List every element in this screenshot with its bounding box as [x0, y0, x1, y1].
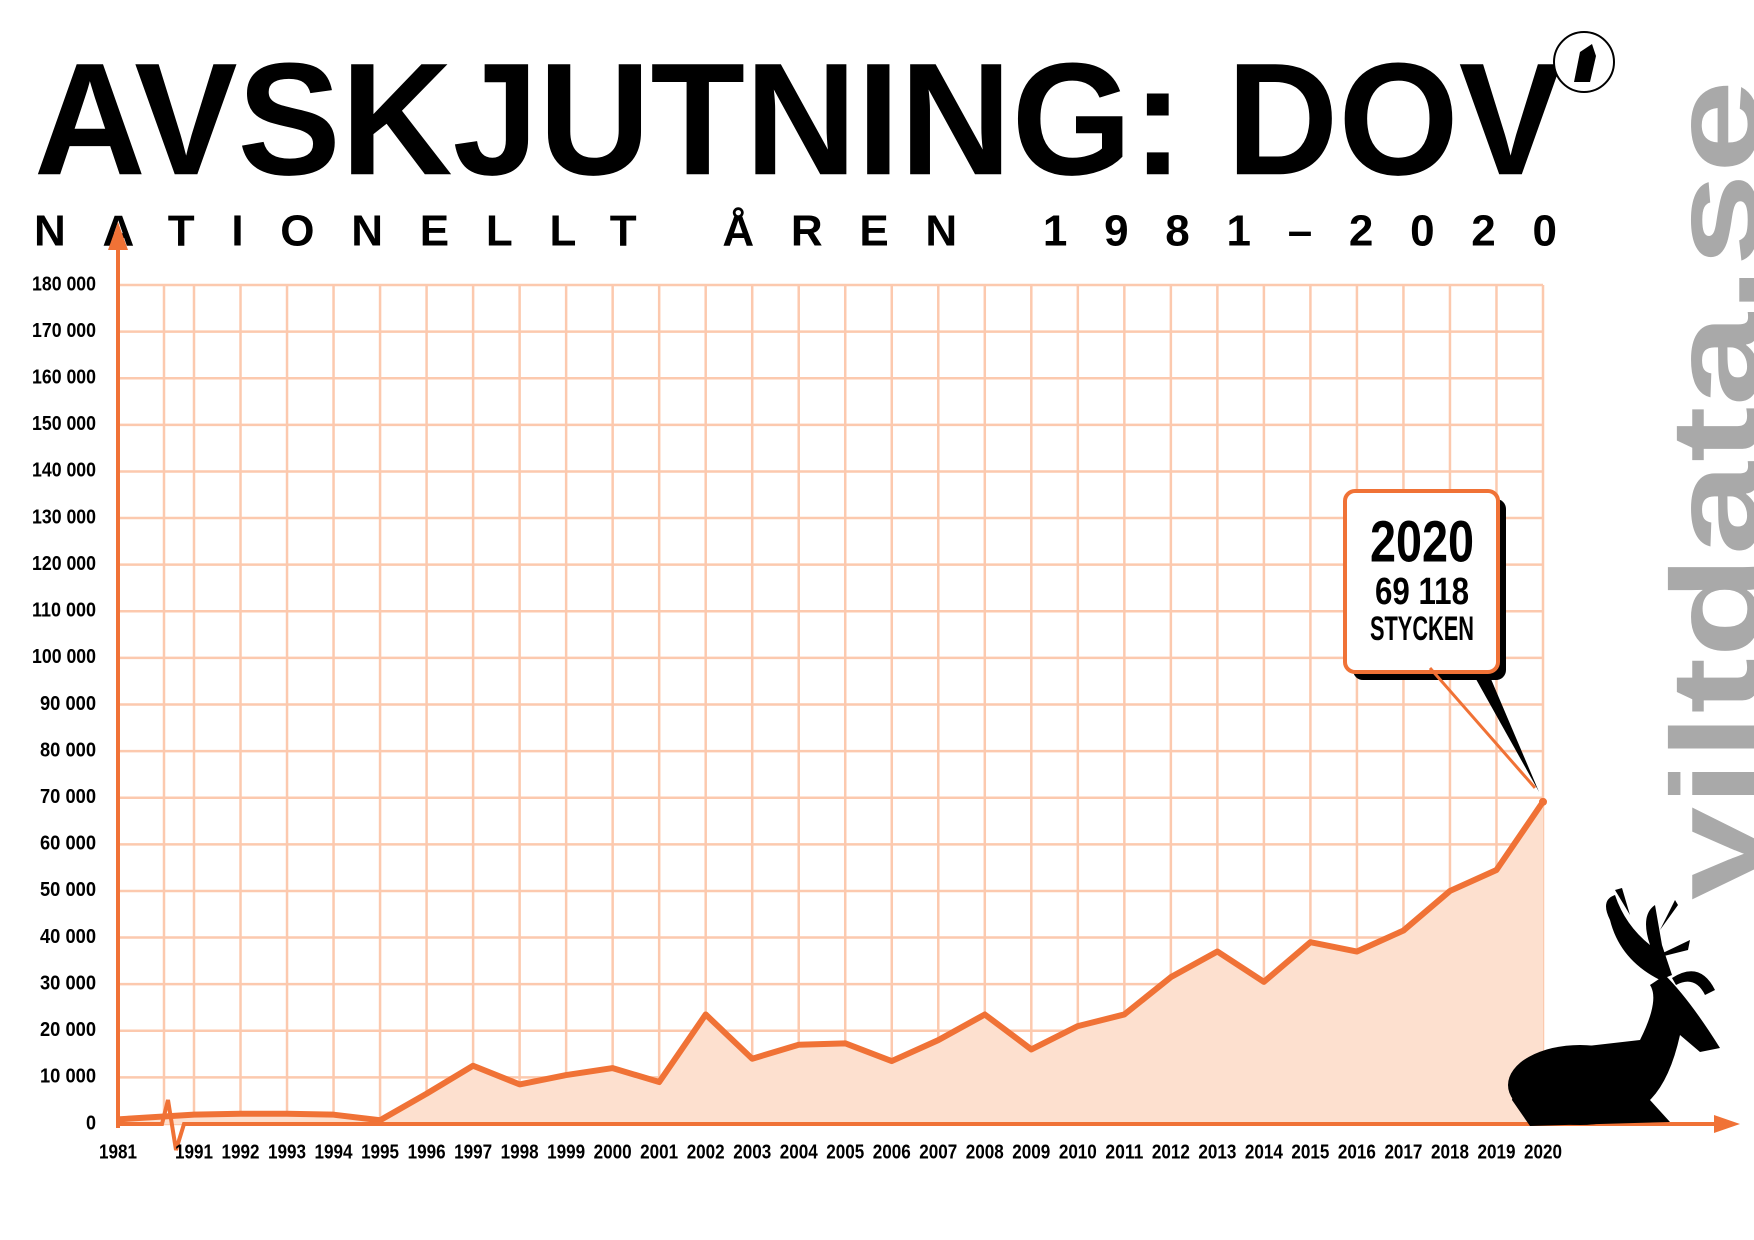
callout-unit: STYCKEN — [1370, 610, 1474, 648]
x-tick-label: 1991 — [175, 1141, 213, 1163]
x-tick-label: 2000 — [594, 1141, 632, 1163]
chart-title: AVSKJUTNING: DOV — [34, 29, 1562, 208]
x-tick-label: 2006 — [873, 1141, 911, 1163]
y-tick-label: 140 000 — [32, 460, 96, 482]
x-tick-label: 1992 — [222, 1141, 260, 1163]
x-tick-label: 2014 — [1245, 1141, 1284, 1163]
x-tick-label: 2001 — [640, 1141, 678, 1163]
x-tick-label: 2011 — [1105, 1141, 1143, 1163]
y-tick-label: 60 000 — [40, 833, 96, 855]
y-tick-label: 100 000 — [32, 646, 96, 668]
x-tick-label: 2020 — [1524, 1141, 1562, 1163]
x-tick-label: 2016 — [1338, 1141, 1376, 1163]
y-tick-label: 120 000 — [32, 553, 96, 575]
x-tick-label: 1993 — [268, 1141, 306, 1163]
y-tick-label: 80 000 — [40, 739, 96, 761]
y-tick-label: 40 000 — [40, 926, 96, 948]
y-tick-label: 150 000 — [32, 413, 96, 435]
y-tick-label: 0 — [86, 1112, 96, 1134]
deer — [1508, 888, 1720, 1126]
x-tick-label: 1994 — [315, 1141, 354, 1163]
data-point — [1539, 797, 1547, 806]
x-tick-label: 2012 — [1152, 1141, 1190, 1163]
callout-year: 2020 — [1370, 509, 1474, 574]
x-tick-label: 2015 — [1291, 1141, 1329, 1163]
callout-box — [1343, 489, 1500, 674]
x-tick-label: 2007 — [919, 1141, 957, 1163]
x-tick-label: 2003 — [733, 1141, 771, 1163]
x-tick-label: 2010 — [1059, 1141, 1097, 1163]
callout-value: 69 118 — [1375, 571, 1469, 613]
y-axis-arrow — [108, 222, 128, 250]
y-tick-label: 30 000 — [40, 972, 96, 994]
y-tick-label: 180 000 — [32, 273, 96, 295]
y-tick-label: 160 000 — [32, 367, 96, 389]
callout-pointer — [1428, 667, 1537, 789]
y-tick-label: 170 000 — [32, 320, 96, 342]
x-tick-label: 2019 — [1477, 1141, 1515, 1163]
x-tick-label: 2017 — [1384, 1141, 1422, 1163]
x-tick-label: 2009 — [1012, 1141, 1050, 1163]
y-tick-label: 110 000 — [32, 600, 96, 622]
x-tick-label: 2008 — [966, 1141, 1004, 1163]
logo-bird — [1574, 44, 1596, 82]
x-tick-label: 1981 — [99, 1141, 137, 1163]
y-tick-label: 10 000 — [40, 1066, 96, 1088]
y-tick-label: 70 000 — [40, 786, 96, 808]
y-tick-label: 50 000 — [40, 879, 96, 901]
source: viltdata.se — [1647, 80, 1754, 900]
chart-subtitle: NATIONELLT ÅREN 1981–2020 — [34, 207, 1557, 256]
callout-pointer-shadow — [1472, 672, 1539, 792]
x-axis-arrow — [1714, 1115, 1740, 1133]
x-tick-label: 1997 — [454, 1141, 492, 1163]
line — [117, 800, 1546, 1124]
area — [118, 801, 1543, 1124]
x-tick-label: 2018 — [1431, 1141, 1469, 1163]
x-tick-label: 2002 — [687, 1141, 725, 1163]
y-tick-label: 90 000 — [40, 693, 96, 715]
x-tick-label: 2013 — [1198, 1141, 1236, 1163]
x-tick-label: 1996 — [408, 1141, 446, 1163]
x-tick-label: 2004 — [780, 1141, 819, 1163]
x-tick-label: 2005 — [826, 1141, 864, 1163]
x-tick-label: 1999 — [547, 1141, 585, 1163]
x-tick-label: 1995 — [361, 1141, 399, 1163]
x-tick-label: 1998 — [501, 1141, 539, 1163]
x-axis — [118, 1099, 1728, 1151]
y-tick-label: 130 000 — [32, 506, 96, 528]
y-tick-label: 20 000 — [40, 1019, 96, 1041]
